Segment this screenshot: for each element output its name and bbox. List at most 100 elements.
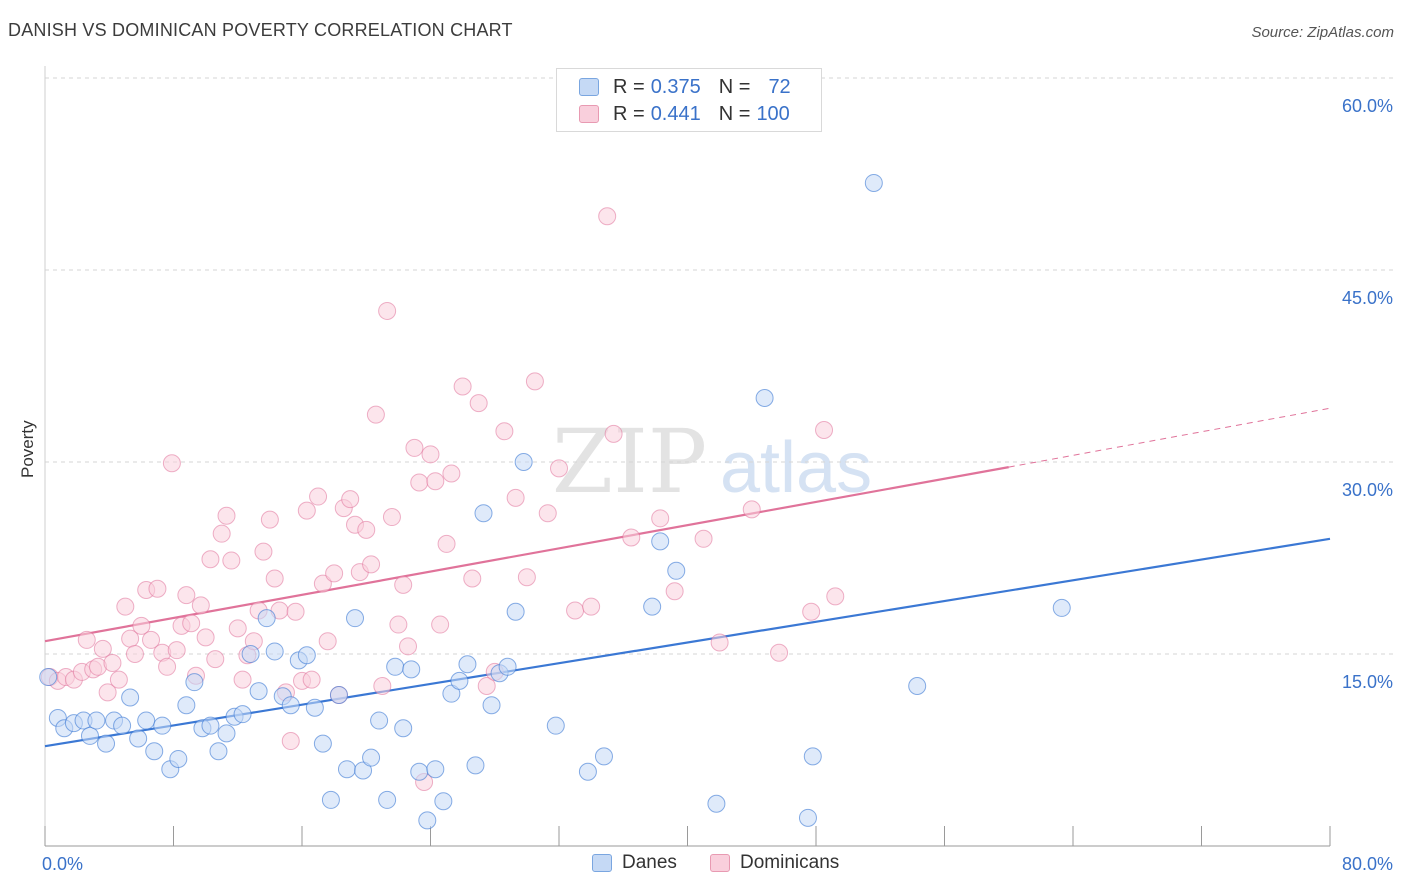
danes-point [113, 716, 132, 735]
dominicans-n-value: 100 [756, 102, 790, 125]
legend-item-danes[interactable]: Danes [592, 852, 677, 874]
danes-point [80, 726, 99, 745]
danes-point [594, 747, 613, 766]
tick-labels: 15.0% 30.0% 45.0% 60.0% 0.0% 80.0% [42, 96, 1393, 874]
danes-point [145, 742, 164, 761]
dominicans-point [228, 619, 247, 638]
dominicans-point [196, 628, 215, 647]
y-tick-label: 60.0% [1342, 96, 1393, 116]
stats-legend: R = 0.375 N = 72 R = 0.441 N = 100 [556, 68, 822, 132]
danes-point [297, 646, 316, 665]
watermark: ZIP atlas [552, 410, 872, 513]
danes-point [233, 705, 252, 724]
danes-point [209, 742, 228, 761]
legend-label-danes: Danes [622, 852, 677, 873]
y-tick-label: 30.0% [1342, 480, 1393, 500]
danes-point [313, 734, 332, 753]
dominicans-point [405, 438, 424, 457]
dominicans-point [302, 670, 321, 689]
danes-point [362, 748, 381, 767]
danes-point [426, 760, 445, 779]
dominicans-point [582, 597, 601, 616]
danes-point [755, 389, 774, 407]
danes-point [39, 668, 58, 687]
dominicans-point [125, 645, 144, 663]
dominicans-point [394, 575, 413, 594]
dominicans-point [313, 574, 332, 593]
legend-row-dominicans: R = 0.441 N = 100 [579, 102, 790, 126]
dominicans-point [142, 630, 161, 649]
dominicans-point [622, 528, 641, 547]
danes-point [466, 756, 485, 775]
dominicans-point [217, 506, 236, 525]
danes-point [803, 747, 822, 766]
danes-point [667, 561, 686, 580]
dominicans-point [442, 464, 461, 483]
axes [44, 66, 1331, 847]
dominicans-point [517, 568, 536, 587]
dominicans-point [318, 632, 337, 651]
danes-point [281, 696, 300, 715]
dominicans-point [233, 670, 252, 689]
dominicans-point [167, 641, 186, 660]
dominicans-point [389, 615, 408, 634]
dominicans-point [815, 421, 834, 439]
dominicans-point [362, 555, 381, 574]
dominicans-point [710, 633, 729, 652]
dominicans-point [132, 616, 151, 635]
dominicans-point [158, 657, 177, 676]
danes-point [546, 716, 565, 735]
dominicans-point [495, 422, 514, 441]
dominicans-point [341, 490, 360, 509]
danes-point [482, 696, 501, 715]
danes-point [908, 677, 927, 695]
dominicans-r-label: R = [613, 102, 645, 125]
dominicans-point [378, 301, 397, 320]
dominicans-legend-icon [710, 854, 730, 872]
series-legend: Danes Dominicans [0, 852, 1406, 878]
dominicans-point [665, 582, 684, 601]
dominicans-point [437, 534, 456, 553]
dominicans-point [222, 551, 241, 570]
danes-point [129, 729, 148, 748]
data-points [39, 173, 1071, 830]
dominicans-point [109, 670, 128, 689]
danes-point [265, 642, 284, 661]
danes-point [651, 532, 670, 551]
danes-point [241, 645, 260, 663]
danes-point [185, 673, 204, 692]
dominicans-point [103, 653, 122, 672]
dominicans-point [469, 394, 488, 413]
danes-point [337, 760, 356, 779]
danes-point [217, 724, 236, 743]
danes-point [442, 684, 461, 703]
danes-point [458, 655, 477, 674]
danes-r-label: R = [613, 75, 645, 98]
danes-point [346, 609, 365, 628]
dominicans-point [399, 637, 418, 656]
danes-point [87, 711, 106, 730]
dominicans-point [309, 487, 328, 506]
dominicans-point [286, 602, 305, 621]
dominicans-n-label: N = [718, 102, 751, 125]
dominicans-point [148, 579, 167, 598]
danes-point [97, 734, 116, 753]
danes-point [864, 173, 883, 192]
dominicans-point [93, 639, 112, 658]
dominicans-point [366, 405, 385, 424]
dominicans-point [98, 683, 117, 702]
danes-point [329, 685, 348, 704]
dominicans-point [212, 524, 231, 543]
dominicans-point [260, 510, 279, 529]
danes-point [394, 719, 413, 738]
dominicans-r-value: 0.441 [650, 102, 701, 125]
dominicans-point [651, 509, 670, 528]
legend-item-dominicans[interactable]: Dominicans [710, 852, 839, 874]
danes-point [1052, 598, 1071, 617]
dominicans-point [325, 564, 344, 583]
dominicans-point [357, 520, 376, 539]
danes-point [121, 688, 140, 707]
danes-point [201, 716, 220, 735]
dominicans-point [116, 597, 135, 616]
